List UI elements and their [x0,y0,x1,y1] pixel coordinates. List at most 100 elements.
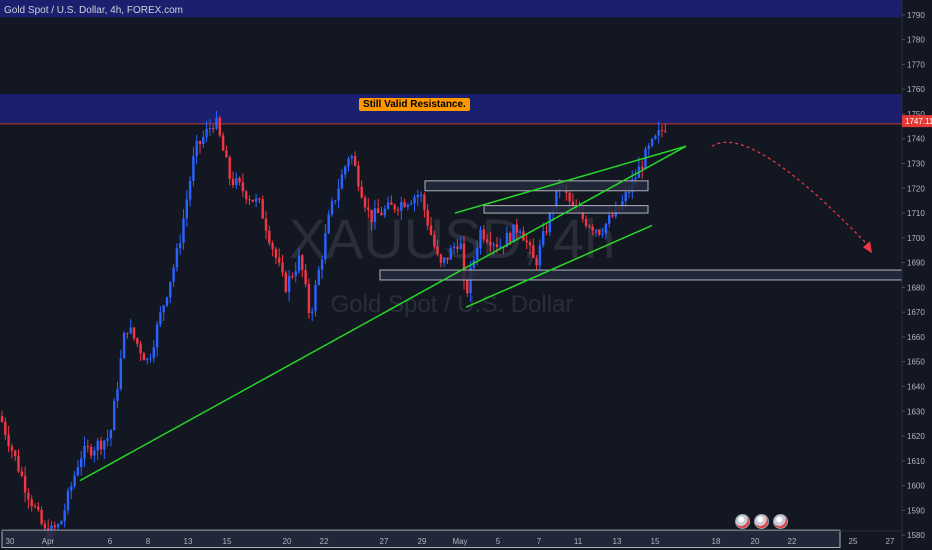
candle-body [208,127,212,129]
candle-body [261,199,264,219]
candle-body [294,271,297,277]
candle-body [248,199,251,201]
candle-body [109,430,113,439]
y-tick-label: 1670 [907,308,925,317]
x-tick-label: 18 [712,537,721,546]
x-tick-label: 5 [496,537,501,546]
candle-body [70,486,73,491]
economic-events [735,514,788,529]
x-tick-label: 27 [886,537,895,546]
y-tick-label: 1620 [907,432,925,441]
symbol-title: Gold Spot / U.S. Dollar, 4h, FOREX.com [4,5,183,16]
candle-body [373,208,377,223]
candle-body [221,135,225,151]
candle-body [103,440,106,450]
candle-body [113,400,116,431]
y-tick-label: 1600 [907,482,925,491]
candle-body [251,199,254,202]
candle-body [43,524,47,529]
candle-body [634,177,637,180]
candle-body [604,223,608,234]
price-zone[interactable] [1,529,841,549]
economic-event-icon[interactable] [754,514,769,529]
y-tick-label: 1740 [907,135,925,144]
candle-body [40,509,43,525]
last-price-label: 1747.11 [905,117,932,126]
watermark-ticker: XAUUSD, 4h [289,207,616,270]
candle-body [383,208,386,216]
candle-body [297,255,301,272]
projection-path[interactable] [711,141,869,246]
resistance-annotation: Still Valid Resistance. [359,98,470,111]
candle-body [20,471,23,476]
candle-body [198,141,202,144]
candle-body [37,506,40,510]
x-tick-label: May [452,537,467,546]
candle-body [509,232,512,243]
x-tick-label: 22 [320,537,329,546]
trendline[interactable] [465,224,653,308]
candle-body [446,257,449,260]
economic-event-icon[interactable] [735,514,750,529]
last-price-tag [902,115,932,128]
candle-body [132,327,136,339]
candle-body [324,233,327,260]
x-tick-label: 7 [537,537,542,546]
candle-body [611,215,614,217]
economic-event-icon[interactable] [773,514,788,529]
candle-body [525,240,528,243]
candle-body [162,305,165,313]
candle-body [571,201,575,206]
candle-body [452,246,456,249]
candle-body [202,136,205,144]
candle-body [357,165,360,187]
x-tick-label: Apr [42,537,55,546]
candle-body [608,215,611,224]
candle-body [122,332,126,359]
candle-body [86,445,89,448]
candle-body [433,234,436,247]
candle-body [344,166,347,175]
candle-body [429,225,433,235]
candle-body [89,447,93,456]
trendline[interactable] [79,145,687,482]
candle-body [63,510,66,522]
x-tick-label: 13 [184,537,193,546]
candle-body [278,257,281,263]
y-tick-label: 1580 [907,531,925,540]
candle-body [410,203,413,205]
x-tick-label: 15 [651,537,660,546]
candle-body [367,207,370,210]
candle-body [462,243,466,281]
candle-body [23,475,27,493]
candle-body [10,446,14,451]
candle-body [581,211,584,219]
candle-body [7,434,10,447]
candle-body [423,194,426,211]
candle-body [129,327,132,334]
candle-body [33,506,37,508]
candle-body [400,202,403,211]
trendline[interactable] [454,145,687,214]
candle-body [0,416,4,422]
candle-body [14,450,17,457]
candle-body [489,241,492,246]
y-tick-label: 1640 [907,382,925,391]
candle-body [443,257,446,263]
candle-body [518,231,522,233]
candle-body [126,332,129,334]
candle-body [172,267,175,282]
candle-body [231,178,235,186]
price-axis[interactable] [902,0,932,550]
candle-body [139,343,142,354]
y-tick-label: 1630 [907,407,925,416]
candle-body [99,440,103,450]
candle-body [627,191,631,193]
price-zone[interactable] [424,180,649,192]
candle-body [641,166,644,169]
y-tick-label: 1700 [907,234,925,243]
candle-body [159,312,162,325]
candle-body [492,244,495,246]
candle-body [485,239,489,242]
